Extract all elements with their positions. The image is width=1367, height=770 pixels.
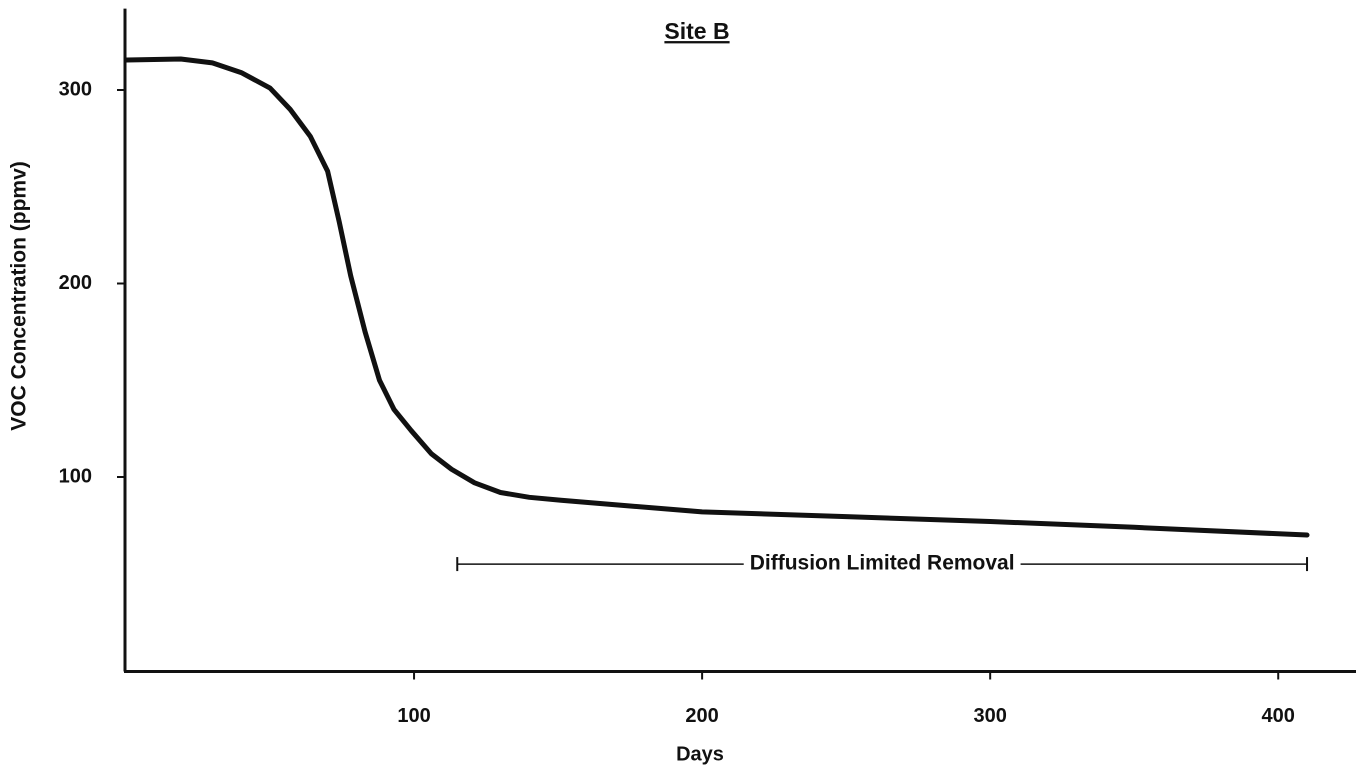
data-line: [123, 56, 1310, 538]
x-tick-label: 100: [397, 705, 430, 727]
x-axis-label: Days: [676, 743, 724, 765]
annotation-background: [743, 551, 1021, 575]
y-tick-label: 200: [59, 272, 92, 294]
x-tick-label: 400: [1262, 705, 1295, 727]
annotation-text: Diffusion Limited Removal: [750, 552, 1015, 575]
y-tick-label: 300: [59, 78, 92, 100]
x-tick-label: 200: [685, 705, 718, 727]
chart-title: Site B: [664, 18, 729, 44]
y-tick-label: 100: [59, 465, 92, 487]
x-tick-label: 300: [973, 705, 1006, 727]
y-axis-label: VOC Concentration (ppmv): [8, 161, 31, 431]
